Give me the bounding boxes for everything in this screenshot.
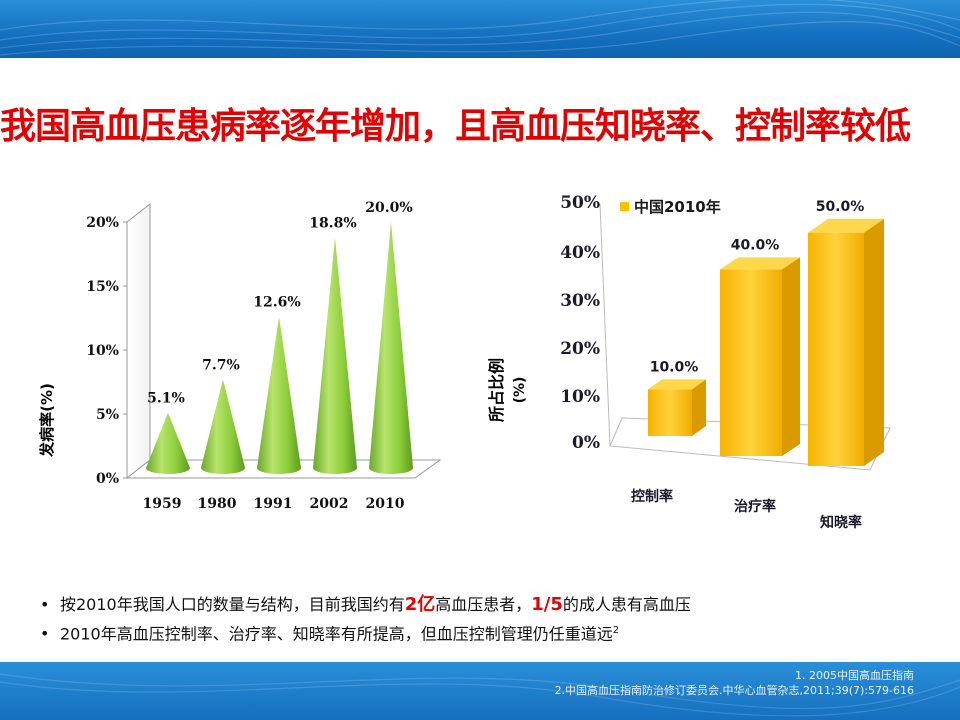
footer-band bbox=[0, 662, 960, 720]
header-band bbox=[0, 0, 960, 58]
data-label: 7.7% bbox=[202, 357, 240, 373]
y-axis-wall bbox=[126, 202, 151, 480]
cone-bar bbox=[257, 316, 301, 474]
bullet-text: 2010年高血压控制率、治疗率、知晓率有所提高，但血压控制管理仍任重道远 bbox=[60, 624, 613, 644]
x-tick-label: 治疗率 bbox=[734, 498, 776, 515]
header-wave-decoration bbox=[0, 0, 960, 56]
data-label: 12.6% bbox=[253, 295, 300, 311]
cone-bar bbox=[369, 222, 413, 474]
bar-side bbox=[864, 218, 884, 466]
y-axis-label-line1: 所占比例 bbox=[487, 358, 506, 422]
y-axis-line bbox=[599, 203, 611, 447]
x-tick-label: 1959 bbox=[143, 496, 182, 512]
bullet-list: • 按2010年我国人口的数量与结构，目前我国约有2亿高血压患者，1/5的成人患有… bbox=[40, 592, 940, 644]
x-tick-label: 2010 bbox=[366, 496, 405, 512]
footer-wave-decoration bbox=[0, 673, 960, 717]
bar-top bbox=[808, 218, 884, 233]
y-axis-label: 发病率(%) bbox=[38, 383, 56, 458]
bullet-text: 的成人患有高血压 bbox=[562, 595, 691, 614]
cone-bar bbox=[146, 412, 190, 474]
y-tick-label: 40% bbox=[560, 243, 600, 263]
y-tick-label: 30% bbox=[560, 291, 600, 311]
y-tick-label: 0% bbox=[96, 471, 119, 487]
y-tick-label: 0% bbox=[572, 433, 600, 453]
y-tick-label: 20% bbox=[560, 339, 600, 359]
data-label: 50.0% bbox=[816, 199, 865, 215]
bar bbox=[648, 389, 692, 436]
data-label: 18.8% bbox=[309, 215, 356, 231]
bar-side bbox=[692, 379, 706, 436]
bullet-item: • 按2010年我国人口的数量与结构，目前我国约有2亿高血压患者，1/5的成人患有… bbox=[40, 592, 940, 618]
bullet-text: 按2010年我国人口的数量与结构，目前我国约有 bbox=[60, 595, 405, 614]
awareness-bar-chart: 0% 10% 20% 30% 40% 50% 10.0% 控制率 40.0% 治疗率 50.0% 知… bbox=[487, 193, 891, 531]
y-tick-label: 20% bbox=[86, 215, 119, 231]
x-tick-label: 控制率 bbox=[631, 488, 673, 505]
data-label: 5.1% bbox=[147, 391, 185, 407]
legend-label: 中国2010年 bbox=[634, 198, 721, 216]
bullet-text: 高血压患者， bbox=[435, 595, 532, 614]
highlight-fraction: 1/5 bbox=[531, 594, 563, 615]
reference-item: 1. 2005中国高血压指南 bbox=[795, 669, 914, 682]
legend-swatch bbox=[620, 202, 629, 211]
bullet-symbol: • bbox=[40, 624, 50, 644]
y-tick-label: 10% bbox=[560, 387, 600, 407]
bullet-symbol: • bbox=[40, 595, 50, 614]
x-tick-label: 知晓率 bbox=[820, 514, 862, 531]
bar-top bbox=[648, 379, 706, 390]
x-tick-label: 1991 bbox=[254, 496, 293, 512]
bullet-item: • 2010年高血压控制率、治疗率、知晓率有所提高，但血压控制管理仍任重道远2 bbox=[40, 618, 940, 644]
data-label: 10.0% bbox=[650, 359, 699, 375]
page-title: 我国高血压患病率逐年增加，且高血压知晓率、控制率较低 bbox=[0, 106, 911, 147]
bar bbox=[808, 232, 864, 466]
citation-superscript: 2 bbox=[612, 625, 620, 636]
reference-item: 2.中国高血压指南防治修订委员会.中华心血管杂志,2011;39(7):579-… bbox=[554, 684, 914, 697]
prevalence-cone-chart: 0% 5% 10% 15% 20% 5.1% 1959 7.7% 1980 12.6% 1991 1… bbox=[38, 200, 442, 512]
bar-top bbox=[720, 257, 800, 270]
y-tick-label: 10% bbox=[86, 343, 119, 359]
bar bbox=[720, 269, 782, 456]
y-tick-label: 15% bbox=[86, 279, 119, 295]
highlight-count: 2亿 bbox=[404, 594, 436, 615]
cone-bar bbox=[313, 237, 357, 474]
data-label: 20.0% bbox=[365, 200, 412, 216]
x-tick-label: 1980 bbox=[198, 496, 237, 512]
y-axis-label-line2: (%) bbox=[512, 377, 528, 404]
references: 1. 2005中国高血压指南 2.中国高血压指南防治修订委员会.中华心血管杂志,… bbox=[555, 668, 914, 698]
y-tick-label: 5% bbox=[96, 407, 119, 423]
data-label: 40.0% bbox=[731, 237, 780, 253]
x-tick-label: 2002 bbox=[310, 496, 349, 512]
cone-bar bbox=[201, 379, 245, 474]
bar-side bbox=[782, 257, 800, 456]
y-tick-label: 50% bbox=[560, 193, 600, 213]
